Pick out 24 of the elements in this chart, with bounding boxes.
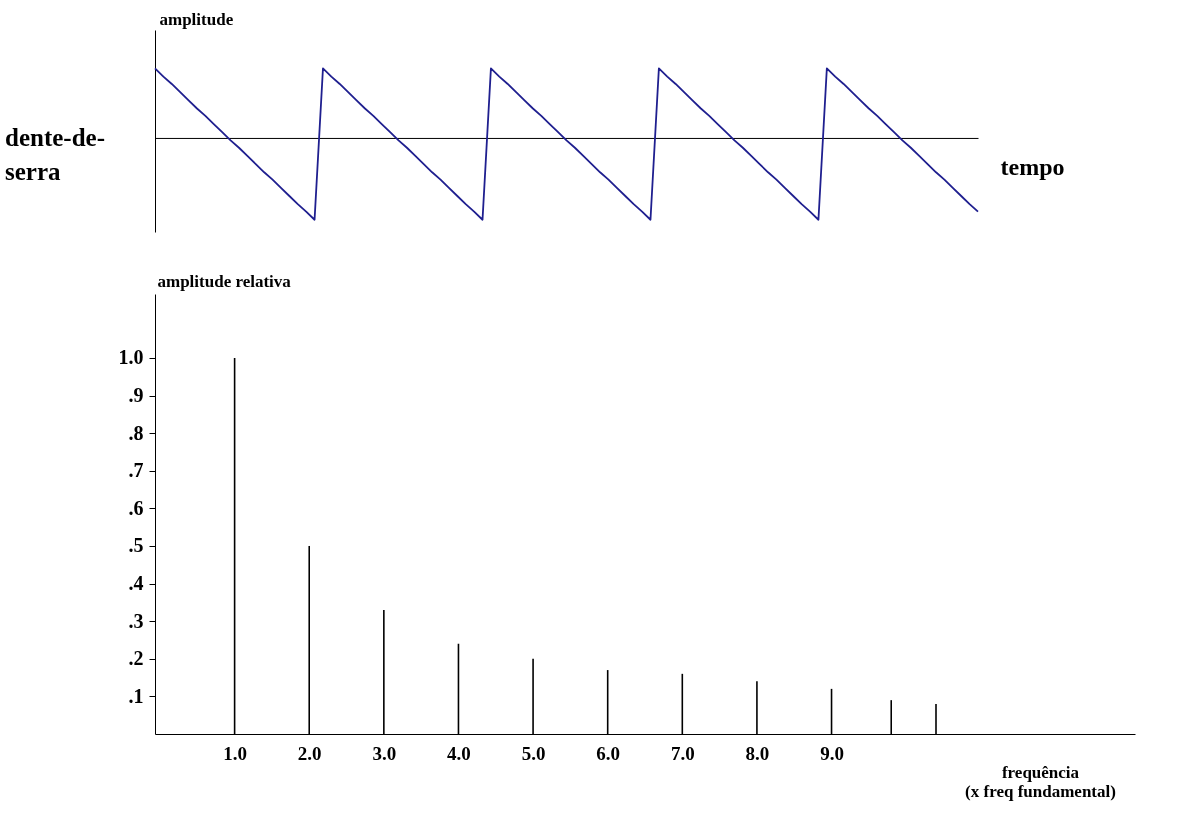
x-tick-label: 7.0 <box>670 742 695 764</box>
y-tick-label: .5 <box>128 534 144 557</box>
text: dente-de- serra <box>5 123 105 185</box>
y-tick-label: .2 <box>128 647 144 670</box>
x-axis-title: frequência (x freq fundamental) <box>965 762 1116 801</box>
y-tick-label: 1.0 <box>118 346 144 369</box>
y-tick-label: .9 <box>128 384 144 407</box>
y-tick-label: .1 <box>128 684 144 707</box>
x-tick-label: 9.0 <box>820 742 844 764</box>
y-tick-label: .8 <box>128 421 144 444</box>
y-tick-label: .7 <box>128 459 144 482</box>
x-axis-title: tempo <box>1000 154 1065 181</box>
x-tick-label: 1.0 <box>223 742 247 764</box>
x-tick-label: 4.0 <box>447 742 471 764</box>
y-tick-label: .6 <box>128 496 144 519</box>
y-axis-title: amplitude relativa <box>157 271 292 291</box>
x-tick-label: 5.0 <box>521 742 546 764</box>
x-tick-label: 8.0 <box>745 742 770 764</box>
x-tick-label: 6.0 <box>596 742 621 764</box>
y-axis-title: amplitude <box>159 9 234 29</box>
x-tick-label: 3.0 <box>372 742 397 764</box>
y-tick-label: .3 <box>128 609 144 632</box>
x-tick-label: 2.0 <box>297 742 322 764</box>
y-tick-label: .4 <box>128 572 144 595</box>
